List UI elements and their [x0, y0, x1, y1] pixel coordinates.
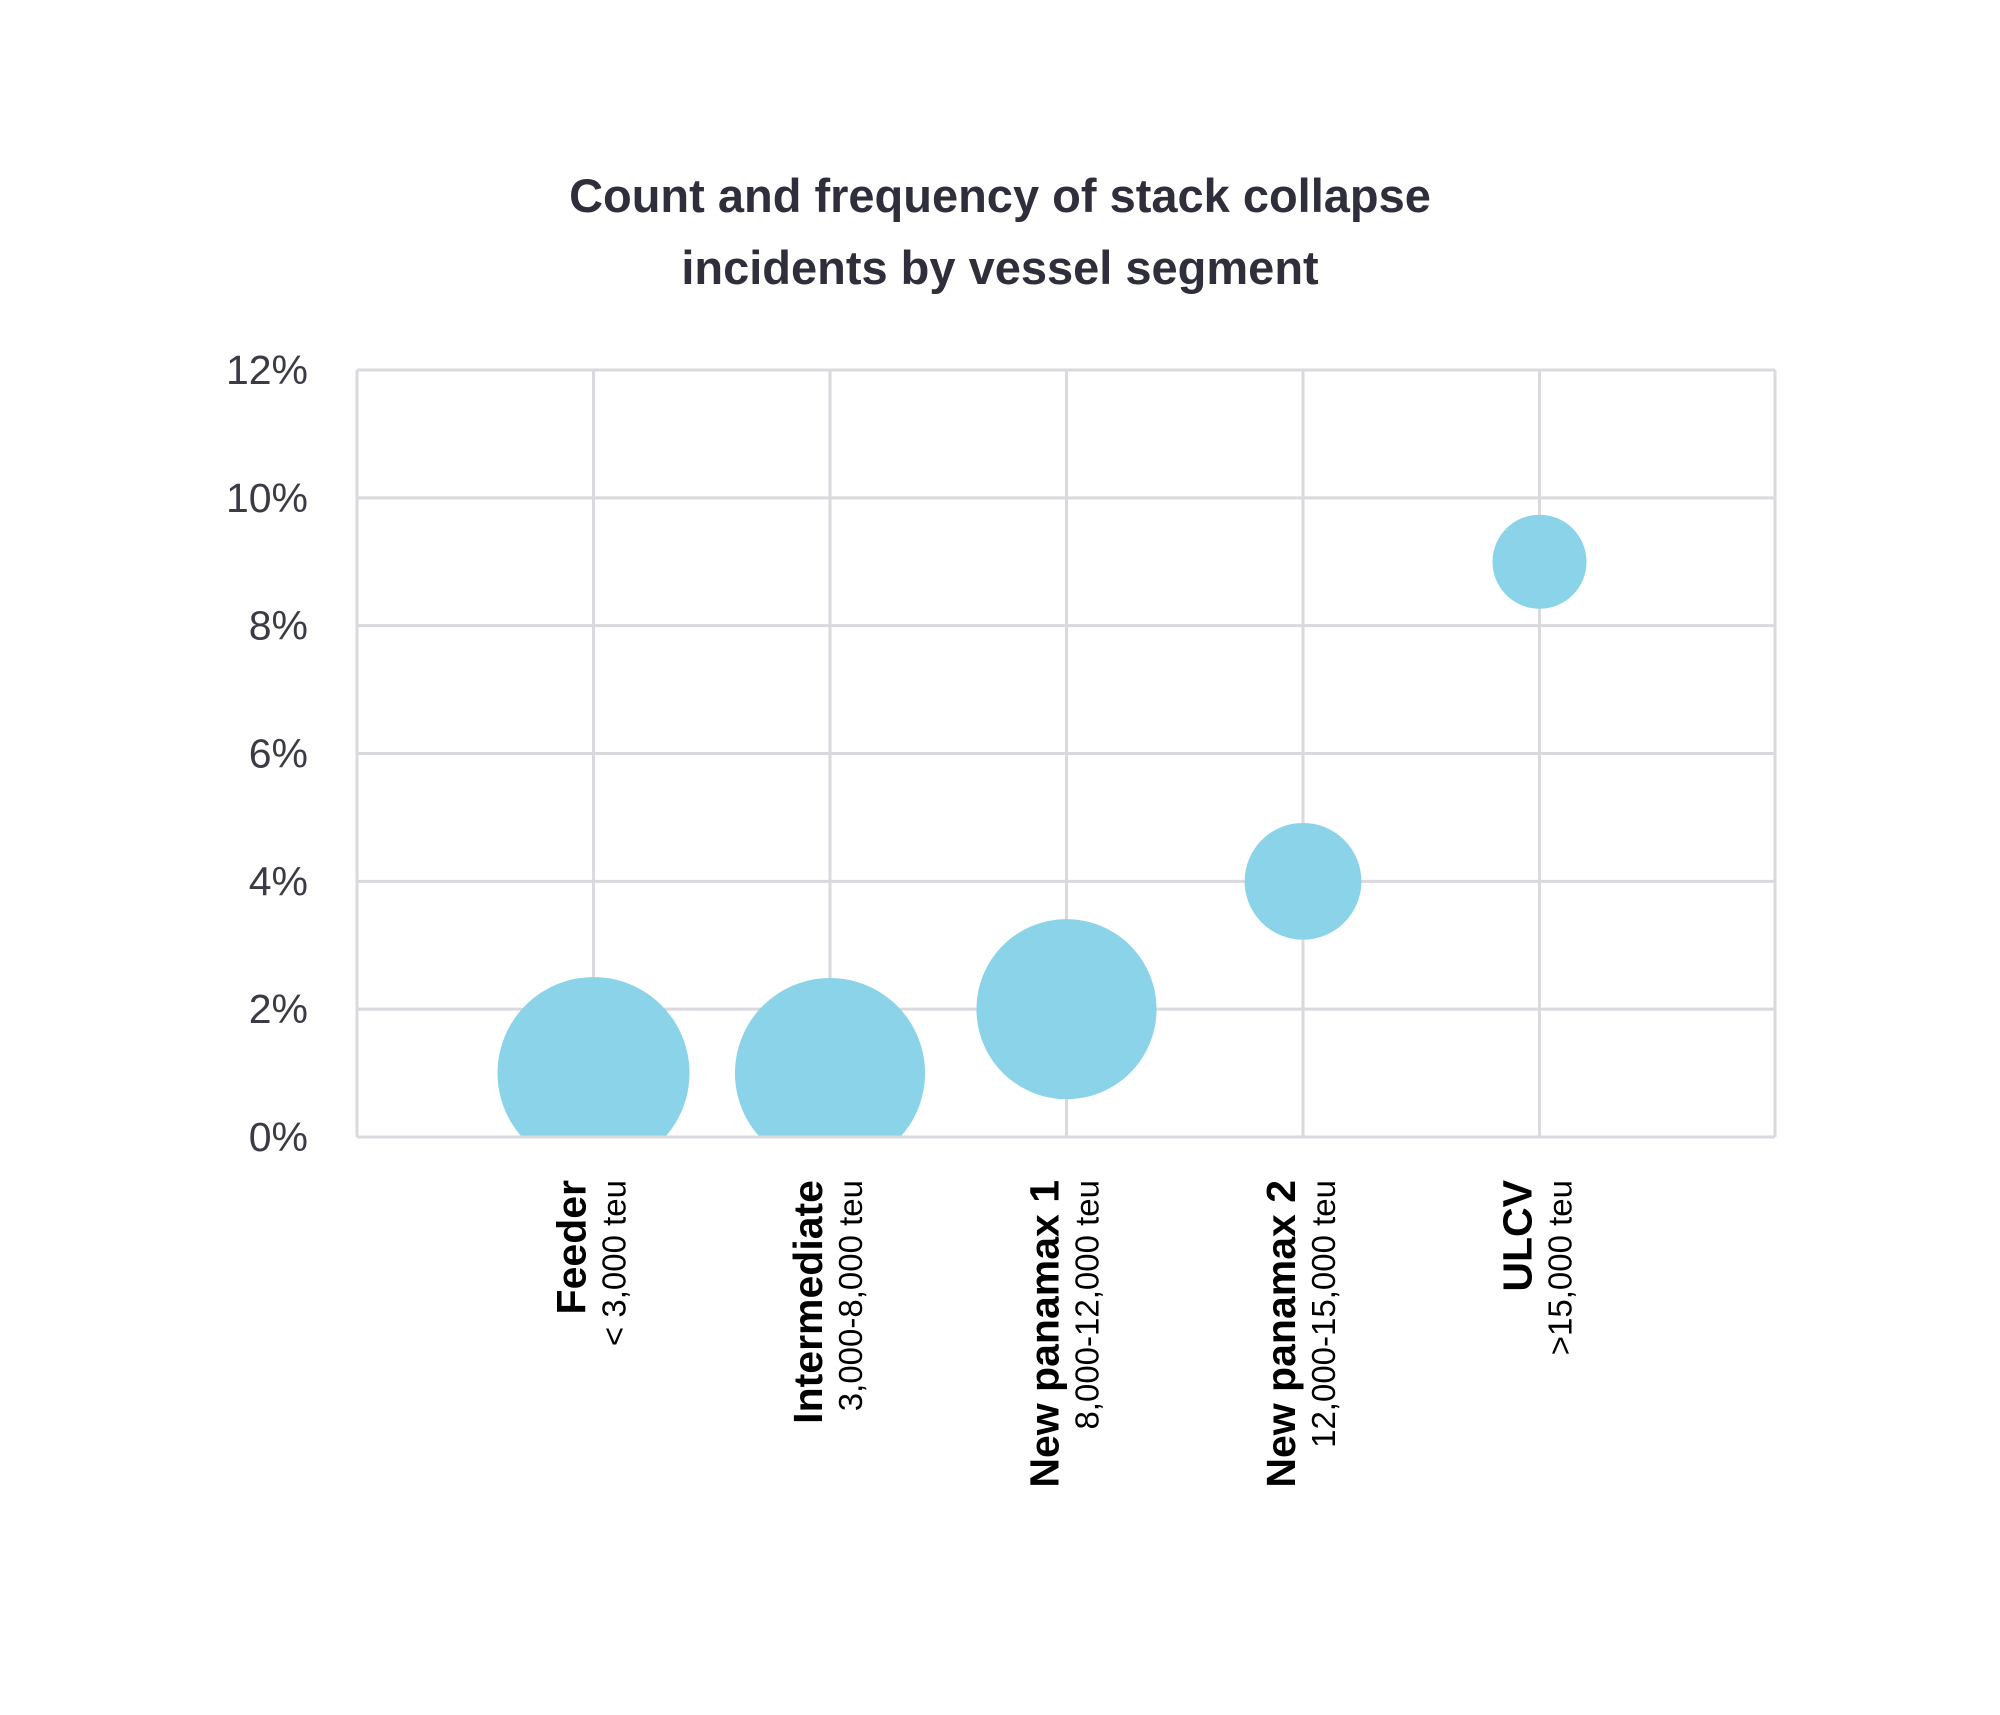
- category-label: Feeder < 3,000 teu: [549, 1180, 633, 1346]
- category-label: New panamax 2 12,000-15,000 teu: [1258, 1180, 1342, 1488]
- category-range: < 3,000 teu: [596, 1180, 633, 1346]
- chart-title-line-1: Count and frequency of stack collapse: [569, 169, 1431, 222]
- bubble-new-panamax-1: [976, 919, 1157, 1100]
- category-label: New panamax 1 8,000-12,000 teu: [1022, 1180, 1106, 1488]
- bubble-new-panamax-2: [1244, 822, 1362, 940]
- bubble-feeder: [497, 977, 690, 1137]
- category-name: Intermediate: [785, 1180, 831, 1424]
- category-name: New panamax 2: [1258, 1180, 1304, 1488]
- category-range: 3,000-8,000 teu: [832, 1180, 869, 1411]
- category-name: New panamax 1: [1022, 1180, 1068, 1488]
- chart-title: Count and frequency of stack collapse in…: [0, 160, 2000, 304]
- y-tick-label: 6%: [249, 731, 308, 777]
- bubble-ulcv: [1492, 514, 1587, 609]
- y-axis-ticks: 0% 2% 4% 6% 8% 10% 12%: [226, 347, 308, 1160]
- category-label: ULCV >15,000 teu: [1495, 1179, 1579, 1355]
- x-axis-category-labels: Feeder < 3,000 teu Intermediate 3,000-8,000…: [549, 1179, 1579, 1487]
- chart-title-line-2: incidents by vessel segment: [681, 241, 1319, 294]
- y-tick-label: 0%: [249, 1114, 308, 1160]
- y-tick-label: 2%: [249, 986, 308, 1032]
- y-tick-label: 12%: [226, 347, 308, 393]
- category-range: 12,000-15,000 teu: [1305, 1180, 1342, 1448]
- category-label: Intermediate 3,000-8,000 teu: [785, 1180, 869, 1424]
- bubbles: [497, 514, 1587, 1137]
- category-name: Feeder: [549, 1180, 595, 1314]
- category-name: ULCV: [1495, 1179, 1541, 1291]
- y-tick-label: 4%: [249, 858, 308, 904]
- y-tick-label: 8%: [249, 603, 308, 649]
- category-range: 8,000-12,000 teu: [1069, 1180, 1106, 1430]
- y-tick-label: 10%: [226, 475, 308, 521]
- category-range: >15,000 teu: [1542, 1180, 1579, 1355]
- bubble-intermediate: [734, 978, 926, 1137]
